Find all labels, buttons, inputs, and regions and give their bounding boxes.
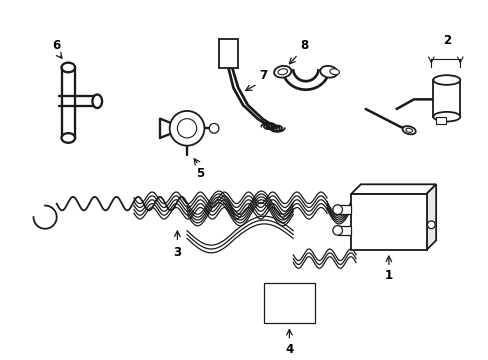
Polygon shape [426, 184, 435, 250]
Polygon shape [350, 184, 435, 194]
Text: 7: 7 [259, 69, 267, 82]
Circle shape [209, 123, 219, 133]
Text: 1: 1 [384, 269, 392, 282]
Text: 5: 5 [196, 167, 204, 180]
Bar [350, 194, 426, 250]
Ellipse shape [277, 69, 287, 75]
Bar [435, 117, 445, 125]
Circle shape [332, 225, 342, 235]
Circle shape [169, 111, 204, 146]
Ellipse shape [432, 75, 459, 85]
Circle shape [427, 221, 434, 229]
Bar [432, 80, 459, 117]
Ellipse shape [432, 112, 459, 122]
Text: 6: 6 [53, 39, 61, 52]
Text: 8: 8 [300, 40, 308, 53]
Text: 4: 4 [285, 343, 293, 356]
Ellipse shape [402, 126, 415, 134]
Bar [337, 205, 350, 215]
Bar [219, 40, 238, 68]
Ellipse shape [329, 69, 339, 75]
Text: 2: 2 [442, 34, 450, 47]
Ellipse shape [92, 95, 102, 108]
Ellipse shape [405, 128, 411, 132]
Circle shape [332, 205, 342, 215]
Ellipse shape [274, 66, 291, 78]
Bar [337, 225, 350, 235]
Ellipse shape [320, 66, 337, 78]
Ellipse shape [61, 133, 75, 143]
Circle shape [177, 119, 196, 138]
Ellipse shape [61, 63, 75, 72]
Text: 3: 3 [173, 246, 181, 259]
Bar [264, 283, 314, 323]
